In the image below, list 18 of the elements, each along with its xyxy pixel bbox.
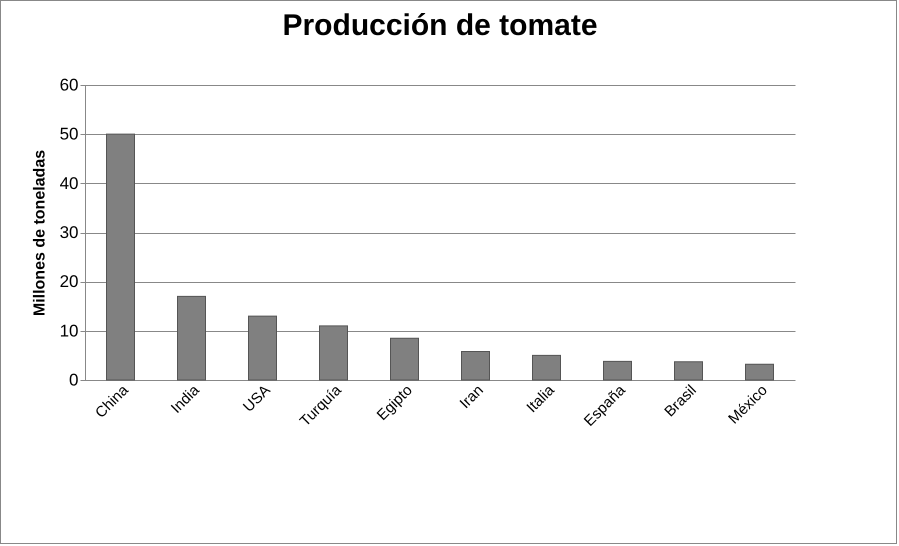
x-tick-label: Iran xyxy=(456,382,487,412)
bar xyxy=(390,338,419,380)
bar xyxy=(603,360,632,380)
y-axis-title: Millones de toneladas xyxy=(32,150,49,316)
y-tick-label: 60 xyxy=(60,76,78,94)
bar xyxy=(532,354,561,380)
y-tick-label: 50 xyxy=(60,124,78,144)
y-tick-label: 40 xyxy=(60,174,78,193)
y-tick-label: 30 xyxy=(60,223,78,242)
bar xyxy=(461,350,490,380)
bar xyxy=(745,364,774,380)
y-tick-label: 10 xyxy=(60,321,78,340)
chart-title: Producción de tomate xyxy=(282,9,598,42)
y-tick-label: 0 xyxy=(69,370,78,390)
y-tick-label: 20 xyxy=(60,272,78,292)
bar xyxy=(674,361,703,380)
x-tick-label: USA xyxy=(240,382,274,416)
x-tick-label: Italia xyxy=(523,381,558,416)
